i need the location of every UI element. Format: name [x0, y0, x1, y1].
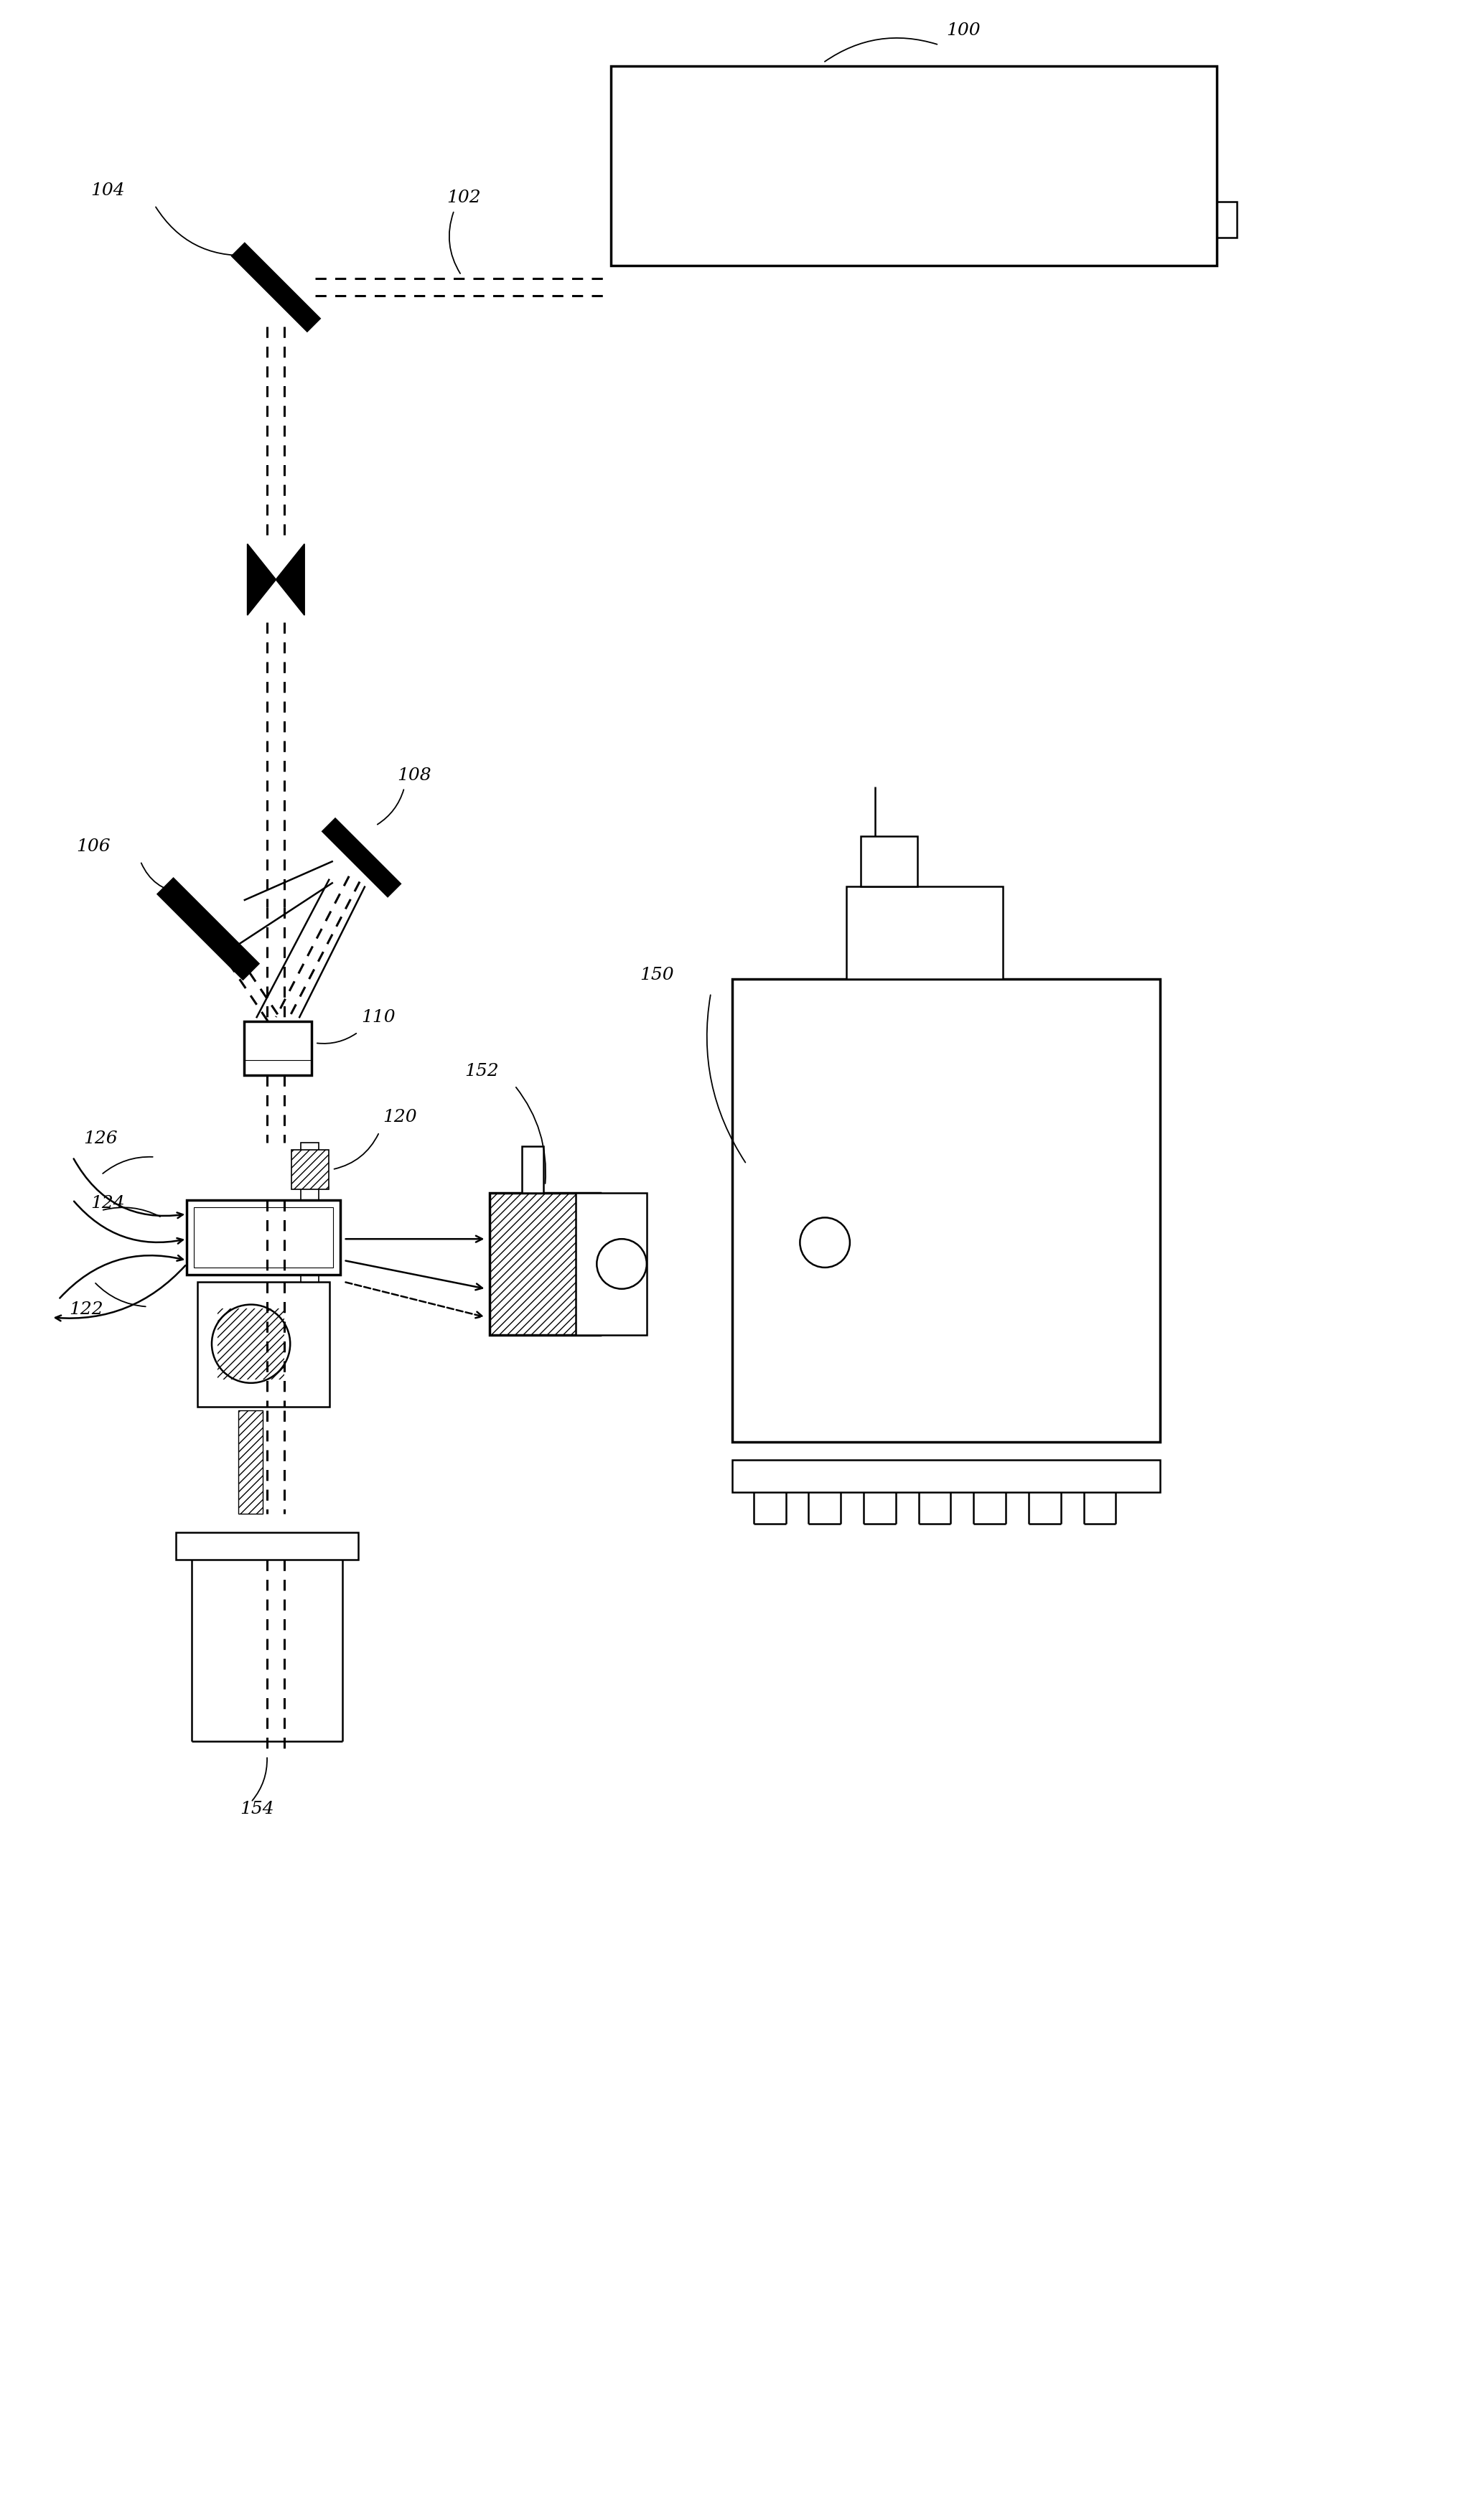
Text: 108: 108	[398, 766, 432, 784]
Text: 104: 104	[91, 181, 125, 199]
Bar	[292, 1149, 329, 1189]
Text: 154: 154	[241, 1799, 275, 1817]
Bar	[490, 1192, 600, 1336]
Bar	[176, 1532, 358, 1560]
Text: 124: 124	[91, 1194, 125, 1210]
Text: 100: 100	[945, 23, 981, 38]
Bar	[301, 1144, 319, 1300]
Bar	[860, 837, 918, 887]
Bar	[194, 1207, 333, 1268]
Text: 150: 150	[640, 965, 674, 983]
Bar	[523, 1147, 543, 1192]
Polygon shape	[321, 819, 401, 897]
Text: 110: 110	[361, 1008, 396, 1026]
Bar	[611, 68, 1217, 267]
Polygon shape	[276, 544, 304, 615]
Bar	[198, 1283, 329, 1406]
Polygon shape	[157, 879, 258, 980]
Bar	[733, 1459, 1160, 1492]
Bar	[186, 1200, 341, 1275]
Polygon shape	[248, 544, 276, 615]
Bar	[1217, 202, 1238, 237]
Text: 102: 102	[448, 189, 482, 207]
Bar	[575, 1192, 647, 1336]
Polygon shape	[232, 244, 320, 333]
Text: 152: 152	[465, 1063, 499, 1079]
Text: 126: 126	[84, 1129, 117, 1147]
Bar	[238, 1411, 263, 1515]
Text: 106: 106	[76, 839, 110, 854]
Bar	[217, 1308, 285, 1381]
Text: 120: 120	[383, 1109, 417, 1126]
Text: 122: 122	[69, 1300, 103, 1318]
Bar	[244, 1023, 311, 1076]
Bar	[733, 980, 1160, 1441]
Bar	[846, 887, 1003, 980]
